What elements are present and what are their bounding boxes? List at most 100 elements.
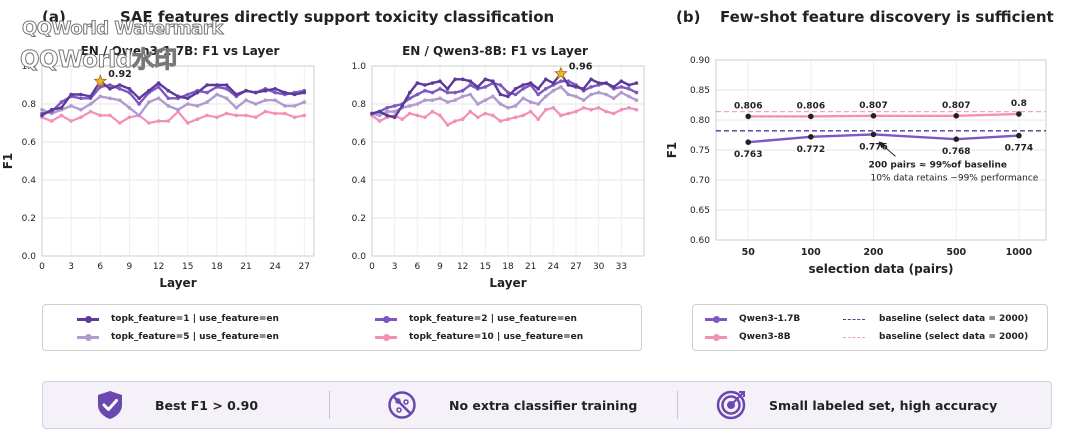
data-point — [611, 85, 616, 89]
series-line — [748, 133, 1019, 144]
x-tick-label: 24 — [548, 262, 560, 272]
data-point — [49, 119, 54, 123]
data-point — [1016, 132, 1022, 139]
y-tick-label: 0.4 — [352, 176, 367, 186]
data-point — [302, 100, 307, 104]
x-axis-label: Layer — [489, 276, 526, 290]
data-point — [283, 104, 287, 108]
data-point — [468, 92, 473, 97]
data-label: 0.772 — [797, 145, 825, 155]
x-tick-label: 9 — [127, 262, 133, 272]
data-point — [137, 113, 141, 118]
data-point — [634, 98, 639, 102]
panel-b-label: (b) — [676, 8, 701, 26]
data-point — [475, 115, 480, 120]
data-point — [604, 109, 609, 114]
legend-item-topk1: topk_feature=1 | use_feature=en — [77, 314, 279, 324]
x-tick-label: 100 — [801, 247, 821, 258]
panel-a-title: SAE features directly support toxicity c… — [120, 8, 555, 26]
data-point — [483, 85, 488, 89]
data-point — [253, 90, 258, 95]
data-point — [407, 96, 412, 101]
data-point — [528, 81, 533, 85]
data-point — [127, 115, 132, 120]
data-point — [108, 87, 112, 91]
data-point — [79, 92, 83, 97]
legend-item-qwen3-8b: Qwen3-8B — [705, 332, 791, 342]
data-point — [195, 117, 200, 121]
data-point — [137, 96, 141, 101]
data-point — [385, 106, 389, 110]
data-point — [521, 96, 525, 101]
data-point — [88, 94, 93, 99]
panel-a-label: (a) — [42, 8, 66, 26]
data-point — [634, 81, 639, 85]
data-point — [513, 87, 518, 91]
x-tick-label: 18 — [211, 262, 223, 272]
data-point — [156, 119, 161, 123]
data-point — [98, 94, 103, 99]
y-tick-label: 0.90 — [690, 56, 710, 66]
shield-check-icon — [98, 391, 122, 419]
legend-item-topk2: topk_feature=2 | use_feature=en — [375, 314, 577, 324]
data-point — [634, 107, 639, 112]
data-point — [543, 87, 548, 91]
data-point — [483, 98, 488, 102]
data-point — [506, 94, 510, 99]
data-point — [559, 79, 563, 83]
data-point — [185, 96, 190, 101]
data-point — [108, 96, 112, 101]
banner-text-small-set: Small labeled set, high accuracy — [769, 397, 998, 413]
data-point — [205, 113, 209, 118]
data-point — [506, 117, 510, 121]
banner-divider — [329, 391, 330, 419]
data-point — [176, 94, 180, 99]
x-tick-label: 24 — [269, 262, 281, 272]
data-point — [205, 100, 209, 104]
x-tick-label: 50 — [742, 247, 756, 258]
legend-label: topk_feature=1 | use_feature=en — [111, 314, 279, 324]
data-point — [156, 85, 161, 89]
data-point — [551, 81, 556, 85]
data-point — [215, 115, 219, 120]
chart-layer-f1-qwen3-8b: 0.0 0.2 0.4 0.6 0.8 1.0 0 3 6 9 12 15 18 21 24 27 30 33 0.… — [352, 62, 645, 290]
x-axis-label: Layer — [159, 276, 196, 290]
data-point — [536, 102, 541, 106]
data-point — [521, 83, 525, 87]
data-point — [117, 121, 122, 125]
data-point — [263, 98, 268, 102]
data-point — [536, 92, 541, 97]
x-tick-label: 6 — [97, 262, 103, 272]
data-point — [581, 98, 586, 102]
data-point — [415, 113, 420, 118]
banner-text-no-training: No extra classifier training — [449, 397, 638, 413]
banner-divider — [677, 391, 678, 419]
data-point — [513, 115, 518, 120]
best-marker-star — [93, 74, 108, 87]
data-point — [156, 81, 161, 85]
data-point — [292, 115, 297, 120]
data-point — [234, 113, 239, 118]
legend-label: topk_feature=5 | use_feature=en — [111, 332, 279, 342]
x-tick-label: 500 — [946, 247, 966, 258]
data-point — [392, 109, 397, 114]
data-point — [460, 94, 465, 99]
y-tick-label: 0.0 — [22, 252, 37, 262]
data-point — [445, 90, 450, 95]
data-point — [407, 104, 412, 108]
chart2-title: EN / Qwen3-8B: F1 vs Layer — [402, 44, 588, 58]
data-point — [234, 106, 239, 110]
data-point — [127, 90, 132, 95]
data-point — [460, 88, 465, 93]
data-label: 0.806 — [734, 101, 762, 111]
data-point — [596, 90, 601, 95]
x-tick-label: 12 — [457, 262, 468, 272]
legend-swatch — [375, 333, 397, 341]
data-point — [491, 113, 495, 118]
data-point — [127, 87, 132, 91]
data-point — [745, 113, 752, 120]
data-point — [185, 92, 190, 97]
y-axis-label: F1 — [665, 142, 679, 159]
x-tick-label: 3 — [392, 262, 398, 272]
data-point — [445, 87, 450, 91]
